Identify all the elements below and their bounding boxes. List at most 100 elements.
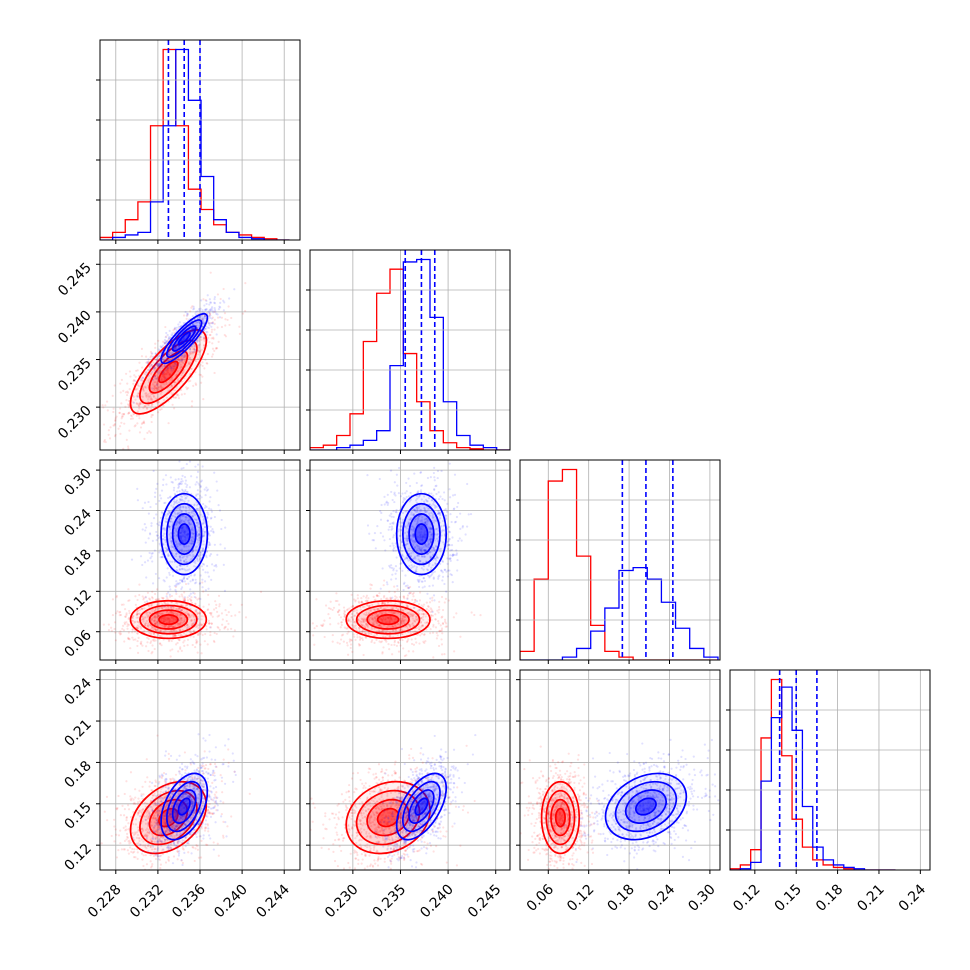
scatter-point	[376, 613, 379, 617]
scatter-point	[119, 613, 123, 617]
scatter-point	[190, 539, 193, 542]
contour	[171, 513, 197, 556]
scatter-point	[215, 606, 218, 610]
scatter-point	[102, 623, 105, 626]
scatter-point	[408, 623, 411, 627]
scatter-point	[189, 379, 192, 382]
scatter-point	[154, 572, 157, 576]
scatter-point	[119, 391, 122, 394]
scatter-point	[413, 600, 417, 604]
scatter-point	[193, 621, 196, 624]
scatter-point	[107, 429, 110, 432]
scatter-point	[115, 596, 118, 599]
scatter-point	[132, 382, 135, 385]
scatter-point	[170, 615, 173, 618]
scatter-point	[181, 505, 185, 508]
scatter-point	[176, 602, 179, 605]
scatter-point	[172, 407, 176, 410]
scatter-point	[149, 394, 152, 398]
scatter-point	[133, 425, 136, 428]
scatter-point	[179, 516, 182, 519]
scatter-point	[163, 615, 166, 619]
scatter-point	[418, 591, 422, 594]
scatter-point	[162, 620, 166, 623]
scatter-point	[186, 560, 189, 564]
scatter-point	[180, 530, 183, 533]
scatter-point	[224, 625, 227, 628]
scatter-point	[358, 644, 361, 647]
scatter-point	[177, 358, 181, 361]
scatter-point	[202, 528, 205, 531]
scatter-point	[173, 584, 176, 587]
scatter-point	[192, 629, 196, 632]
scatter-point	[234, 614, 237, 617]
scatter-point	[151, 638, 155, 642]
panel-body	[311, 462, 482, 659]
scatter-point	[135, 626, 138, 629]
scatter-point	[382, 635, 385, 638]
scatter-point	[185, 386, 188, 389]
scatter-point	[184, 482, 187, 485]
scatter-point	[146, 368, 149, 372]
scatter-point	[347, 617, 350, 620]
scatter-point	[186, 483, 189, 487]
scatter-point	[198, 612, 202, 615]
scatter-point	[378, 640, 381, 643]
scatter-point	[197, 482, 200, 485]
scatter-point	[394, 565, 398, 568]
scatter-point	[152, 627, 155, 631]
scatter-point	[381, 601, 385, 604]
scatter-point	[189, 452, 191, 454]
scatter-point	[208, 316, 212, 319]
scatter-point	[169, 347, 173, 351]
scatter-point	[419, 560, 422, 563]
scatter-point	[417, 514, 421, 518]
scatter-point	[365, 611, 368, 614]
scatter-point	[203, 337, 206, 340]
scatter-point	[186, 611, 189, 615]
scatter-point	[377, 607, 380, 611]
scatter-point	[418, 628, 421, 631]
scatter-point	[213, 640, 216, 644]
scatter-point	[209, 321, 213, 325]
scatter-point	[173, 347, 177, 350]
scatter-point	[313, 643, 316, 646]
scatter-point	[209, 525, 212, 528]
scatter-point	[154, 358, 157, 361]
scatter-point	[430, 511, 433, 515]
scatter-point	[440, 534, 443, 537]
scatter-point	[364, 599, 367, 603]
scatter-point	[178, 568, 181, 571]
scatter-point	[123, 422, 126, 425]
scatter-point	[176, 543, 179, 546]
scatter-point	[195, 321, 198, 324]
scatter-point	[376, 624, 379, 627]
scatter-point	[183, 368, 186, 371]
scatter-point	[186, 599, 190, 602]
scatter-point	[132, 638, 135, 641]
scatter-point	[155, 538, 158, 542]
scatter-point	[335, 592, 338, 595]
scatter-point	[418, 494, 421, 497]
scatter-point	[404, 625, 407, 628]
scatter-point	[215, 603, 218, 606]
scatter-point	[160, 644, 163, 647]
scatter-point	[150, 604, 154, 607]
scatter-point	[183, 533, 186, 536]
scatter-point	[199, 632, 202, 635]
scatter-point	[213, 308, 217, 312]
scatter-point	[220, 612, 224, 615]
scatter-point	[461, 526, 464, 529]
scatter-point	[376, 633, 379, 636]
scatter-point	[178, 638, 181, 642]
scatter-point	[162, 371, 165, 374]
scatter-point	[175, 584, 178, 587]
scatter-point	[352, 598, 356, 601]
scatter-point	[182, 491, 186, 494]
scatter-point	[420, 624, 423, 627]
scatter-point	[192, 328, 195, 331]
scatter-point	[404, 497, 407, 501]
scatter-point	[425, 608, 428, 611]
scatter-point	[205, 515, 209, 519]
scatter-point	[157, 602, 161, 605]
